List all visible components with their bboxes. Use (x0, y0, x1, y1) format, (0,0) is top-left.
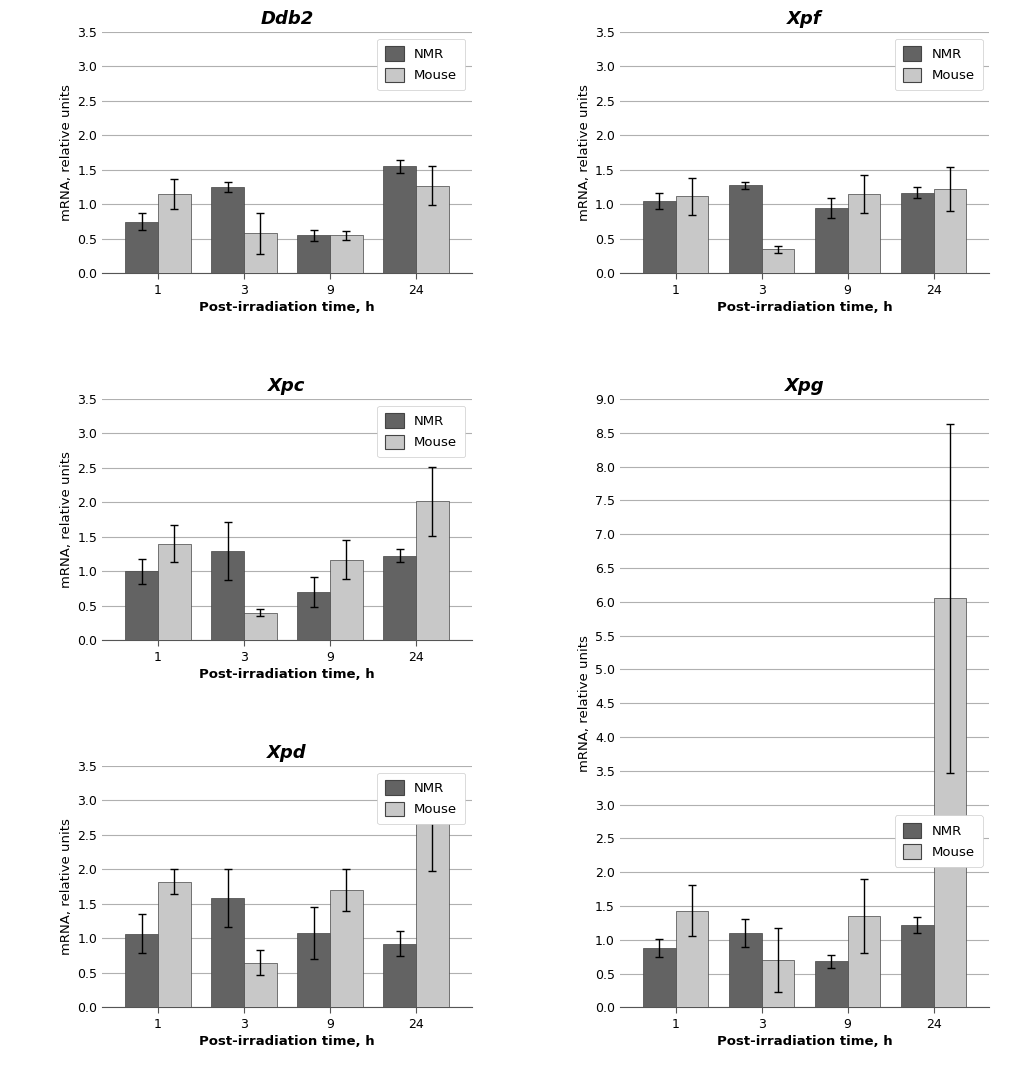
Bar (814, 208, 847, 273)
Bar (814, 962, 847, 1007)
Bar (158, 194, 191, 273)
Bar (125, 571, 158, 641)
X-axis label: Post-irradiation time, h: Post-irradiation time, h (199, 668, 374, 681)
Bar (847, 194, 879, 273)
Title: Ddb2: Ddb2 (260, 10, 313, 28)
Bar (847, 916, 879, 1007)
Bar (383, 943, 416, 1007)
Bar (244, 963, 276, 1007)
Bar (416, 501, 448, 641)
Legend: NMR, Mouse: NMR, Mouse (894, 38, 982, 91)
Legend: NMR, Mouse: NMR, Mouse (377, 773, 465, 824)
Bar (211, 899, 244, 1007)
Bar (244, 613, 276, 641)
Bar (297, 236, 329, 273)
Bar (383, 166, 416, 273)
Bar (761, 249, 794, 273)
Bar (329, 560, 362, 641)
Bar (329, 890, 362, 1007)
Title: Xpd: Xpd (267, 744, 307, 761)
Bar (675, 910, 707, 1007)
Bar (158, 544, 191, 641)
Bar (211, 188, 244, 273)
X-axis label: Post-irradiation time, h: Post-irradiation time, h (199, 301, 374, 314)
Bar (729, 933, 761, 1007)
X-axis label: Post-irradiation time, h: Post-irradiation time, h (716, 301, 892, 314)
Bar (125, 222, 158, 273)
Title: Xpg: Xpg (784, 376, 823, 394)
Y-axis label: mRNA, relative units: mRNA, relative units (60, 819, 73, 955)
Bar (383, 555, 416, 641)
Bar (297, 933, 329, 1007)
Bar (900, 925, 932, 1007)
Bar (729, 185, 761, 273)
Legend: NMR, Mouse: NMR, Mouse (377, 405, 465, 457)
Title: Xpf: Xpf (787, 10, 821, 28)
Legend: NMR, Mouse: NMR, Mouse (377, 38, 465, 91)
Bar (642, 948, 675, 1007)
Bar (125, 934, 158, 1007)
Bar (932, 190, 965, 273)
Bar (329, 236, 362, 273)
Bar (932, 598, 965, 1007)
Bar (297, 592, 329, 641)
X-axis label: Post-irradiation time, h: Post-irradiation time, h (199, 1035, 374, 1048)
Y-axis label: mRNA, relative units: mRNA, relative units (60, 451, 73, 588)
Bar (675, 196, 707, 273)
Y-axis label: mRNA, relative units: mRNA, relative units (577, 634, 590, 772)
Bar (642, 201, 675, 273)
Bar (158, 882, 191, 1007)
Bar (416, 185, 448, 273)
Legend: NMR, Mouse: NMR, Mouse (894, 815, 982, 867)
Bar (761, 960, 794, 1007)
Y-axis label: mRNA, relative units: mRNA, relative units (577, 84, 590, 221)
Bar (244, 233, 276, 273)
Bar (211, 551, 244, 641)
X-axis label: Post-irradiation time, h: Post-irradiation time, h (716, 1035, 892, 1048)
Bar (900, 193, 932, 273)
Bar (416, 823, 448, 1007)
Title: Xpc: Xpc (268, 376, 306, 394)
Y-axis label: mRNA, relative units: mRNA, relative units (60, 84, 73, 221)
